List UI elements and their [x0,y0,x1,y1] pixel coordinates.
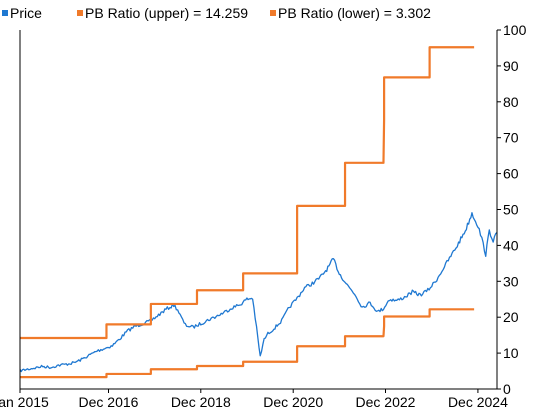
x-tick-label: Dec 2022 [356,394,416,410]
x-axis-ticks: Jan 2015 Dec 2016 Dec 2018 Dec 2020 Dec 2022… [0,389,508,410]
y-tick-label: 10 [503,345,519,361]
series-line-0 [19,212,498,373]
y-tick-label: 70 [503,130,519,146]
plot-area [19,46,498,379]
y-tick-label: 80 [503,94,519,110]
series-line-2 [20,308,475,379]
legend: Price PB Ratio (upper) = 14.259 PB Ratio (… [2,5,431,21]
legend-label: PB Ratio (lower) = 3.302 [278,5,431,21]
y-tick-label: 40 [503,237,519,253]
x-tick-label: Dec 2024 [448,394,508,410]
series-line-1 [20,46,475,340]
x-tick-label: Dec 2016 [79,394,139,410]
y-tick-label: 20 [503,309,519,325]
y-axis-ticks: 0 10 20 30 40 50 60 70 80 90 100 [497,22,527,397]
y-tick-label: 100 [503,22,527,38]
legend-swatch [270,10,276,16]
legend-swatch [77,10,83,16]
x-tick-label: Dec 2018 [171,394,231,410]
legend-label: PB Ratio (upper) = 14.259 [85,5,248,21]
y-tick-label: 90 [503,58,519,74]
x-tick-label: Jan 2015 [0,394,49,410]
y-tick-label: 50 [503,202,519,218]
y-tick-label: 30 [503,273,519,289]
legend-swatch [2,10,8,16]
y-tick-label: 60 [503,166,519,182]
legend-label: Price [10,5,42,21]
x-tick-label: Dec 2020 [263,394,323,410]
axes [19,30,498,390]
y-tick-label: 0 [503,381,511,397]
